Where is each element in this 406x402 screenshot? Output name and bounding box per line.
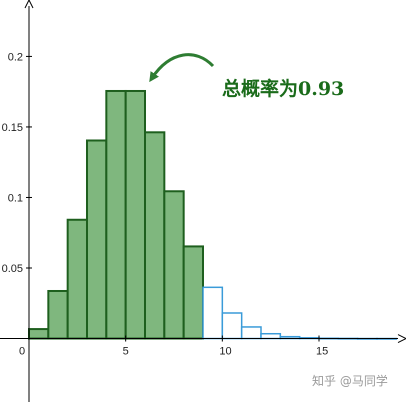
bar-shaded-4 (105, 89, 127, 340)
watermark: 知乎 @马同学 (312, 373, 388, 388)
x-tick-label-0: 0 (19, 346, 25, 358)
bar-shaded-1 (47, 289, 69, 340)
bar-shaded-2 (66, 218, 88, 340)
ticks-layer: 0 5 10 15 0.05 0.1 0.15 0.2 (2, 51, 329, 357)
x-tick-label-15: 15 (316, 346, 328, 358)
bars-layer (28, 89, 398, 340)
x-tick-label-10: 10 (219, 346, 231, 358)
bar-shaded-7 (163, 190, 185, 340)
bar-shaded-0 (28, 328, 50, 340)
bar-shaded-5 (124, 89, 146, 340)
bar-unshaded-11 (240, 326, 262, 340)
bar-shaded-3 (86, 139, 108, 340)
y-tick-label-0.2: 0.2 (8, 51, 23, 63)
bar-unshaded-12 (260, 332, 282, 340)
bar-unshaded-10 (221, 312, 243, 340)
x-tick-label-5: 5 (123, 346, 129, 358)
y-tick-label-0.05: 0.05 (2, 263, 23, 275)
annotation-text: 总概率为0.93 (222, 77, 344, 100)
y-tick-label-0.15: 0.15 (2, 122, 23, 134)
bar-shaded-6 (144, 131, 166, 340)
annotation-layer: 总概率为0.93 (149, 53, 344, 100)
annotation-arrow (149, 53, 215, 83)
y-axis-arrow (24, 0, 34, 9)
bar-shaded-8 (182, 245, 205, 340)
y-tick-label-0.1: 0.1 (8, 192, 23, 204)
bar-unshaded-9 (202, 286, 224, 340)
x-axis-arrow (397, 334, 406, 343)
